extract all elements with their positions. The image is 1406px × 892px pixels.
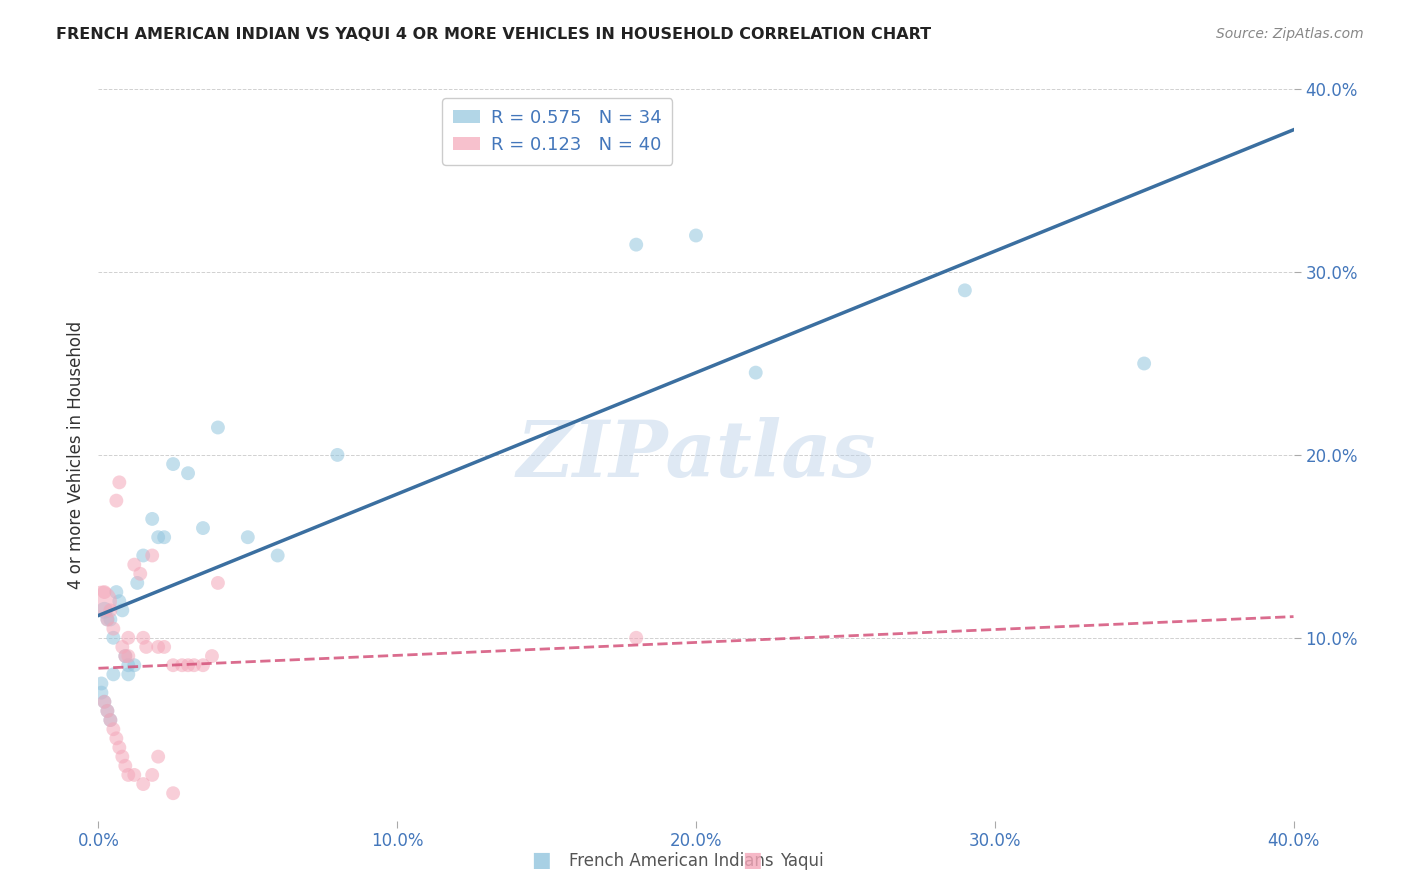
Point (117, 768, 139, 782)
Point (162, 786, 184, 800)
Point (98, 713, 122, 727)
Point (114, 649, 136, 664)
Point (111, 749, 134, 764)
Point (96, 613, 118, 627)
Point (98, 713, 122, 727)
Point (153, 530, 176, 544)
Point (117, 667, 139, 681)
Point (132, 549, 155, 563)
Y-axis label: 4 or more Vehicles in Household: 4 or more Vehicles in Household (66, 321, 84, 589)
Text: French American Indians: French American Indians (569, 852, 775, 870)
Point (207, 420, 229, 434)
Point (90, 676, 112, 690)
Point (98, 603, 122, 617)
Point (135, 640, 157, 654)
Point (153, 640, 176, 654)
Point (93, 603, 115, 617)
Point (162, 457, 184, 471)
Point (148, 530, 170, 544)
Point (108, 594, 131, 608)
Point (96, 704, 118, 718)
Point (105, 585, 128, 599)
Point (183, 658, 205, 673)
Point (132, 777, 155, 791)
Point (127, 576, 149, 591)
Point (172, 658, 194, 673)
Point (111, 603, 134, 617)
Point (103, 622, 125, 636)
Text: ■: ■ (742, 850, 762, 870)
Point (117, 658, 139, 673)
Point (141, 512, 163, 526)
Point (236, 530, 259, 544)
Point (124, 558, 146, 572)
Point (108, 475, 131, 490)
Point (141, 768, 163, 782)
Point (90, 594, 112, 608)
Point (103, 631, 125, 645)
Point (93, 695, 115, 709)
Point (124, 768, 146, 782)
Point (191, 521, 214, 535)
Point (93, 585, 115, 599)
Text: ■: ■ (531, 850, 551, 870)
Point (148, 640, 170, 654)
Point (103, 667, 125, 681)
Point (177, 466, 200, 480)
Point (114, 758, 136, 772)
Text: ZIPatlas: ZIPatlas (516, 417, 876, 493)
Point (105, 493, 128, 508)
Point (129, 566, 152, 581)
Point (111, 640, 134, 654)
Point (745, 366, 768, 380)
Point (685, 228, 707, 243)
Point (124, 658, 146, 673)
Point (141, 549, 163, 563)
Point (90, 685, 112, 699)
Point (201, 649, 224, 664)
Point (624, 237, 647, 252)
Point (148, 749, 170, 764)
Point (105, 731, 128, 746)
Point (953, 284, 976, 298)
Point (1133, 356, 1156, 371)
Point (103, 723, 125, 737)
Point (108, 740, 131, 755)
Point (326, 448, 349, 462)
Point (177, 658, 200, 673)
Point (132, 631, 155, 645)
Point (114, 649, 136, 664)
Point (162, 658, 184, 673)
Point (267, 549, 290, 563)
Point (98, 613, 122, 627)
Legend: R = 0.575   N = 34, R = 0.123   N = 40: R = 0.575 N = 34, R = 0.123 N = 40 (441, 98, 672, 165)
Text: Source: ZipAtlas.com: Source: ZipAtlas.com (1216, 27, 1364, 41)
Point (96, 704, 118, 718)
Point (117, 631, 139, 645)
Text: Yaqui: Yaqui (780, 852, 824, 870)
Point (93, 695, 115, 709)
Point (191, 658, 214, 673)
Point (624, 631, 647, 645)
Point (96, 613, 118, 627)
Point (117, 649, 139, 664)
Text: FRENCH AMERICAN INDIAN VS YAQUI 4 OR MORE VEHICLES IN HOUSEHOLD CORRELATION CHAR: FRENCH AMERICAN INDIAN VS YAQUI 4 OR MOR… (56, 27, 931, 42)
Point (207, 576, 229, 591)
